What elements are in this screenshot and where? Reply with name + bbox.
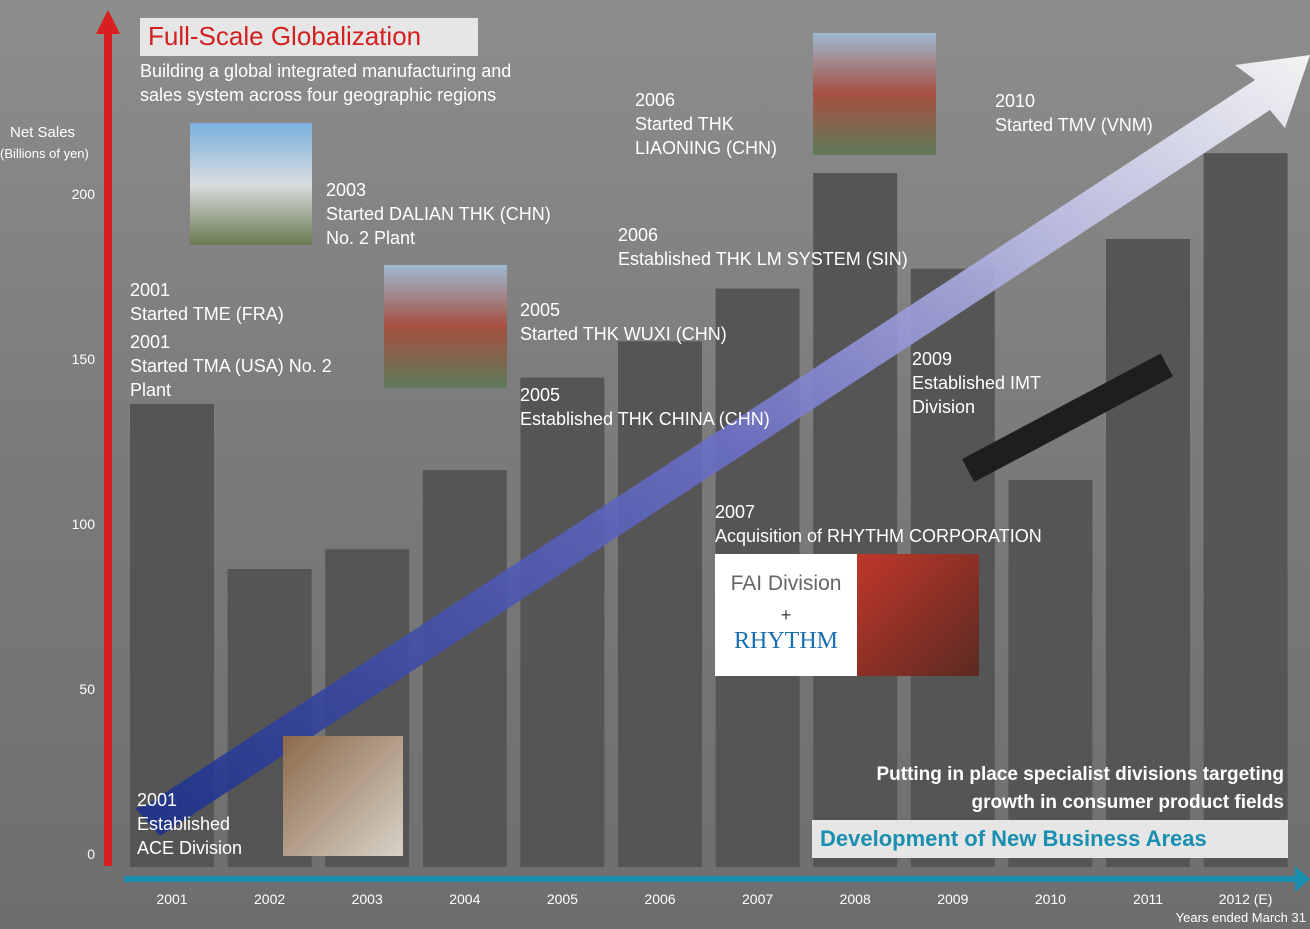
annotation-text: 2006 xyxy=(618,225,659,245)
annotation-text: 2001 xyxy=(130,332,171,352)
annotation-text: Started TME (FRA) xyxy=(130,304,284,324)
annotation-text: 2009 xyxy=(912,349,953,369)
photo xyxy=(857,554,979,676)
chart-title: Full-Scale Globalization xyxy=(148,21,422,51)
bar xyxy=(1203,153,1288,867)
bar xyxy=(618,341,702,867)
x-axis-arrowhead xyxy=(1295,866,1310,892)
annotation-text: Started THK WUXI (CHN) xyxy=(520,324,727,344)
annotation-text: 2010 xyxy=(995,91,1036,111)
x-tick-label: 2001 xyxy=(156,891,188,907)
photo xyxy=(190,123,312,245)
y-axis-arrowhead xyxy=(96,10,120,34)
new-business-title: Development of New Business Areas xyxy=(820,826,1207,851)
x-tick-label: 2009 xyxy=(937,891,969,907)
annotation-text: Established THK LM SYSTEM (SIN) xyxy=(618,249,908,269)
annotation-text: Started DALIAN THK (CHN) xyxy=(326,204,551,224)
logo-text: RHYTHM xyxy=(733,628,838,654)
subtitle: Building a global integrated manufacturi… xyxy=(140,61,512,81)
x-tick-label: 2007 xyxy=(742,891,774,907)
product-image xyxy=(962,353,1173,483)
annotation-text: Established xyxy=(137,814,231,834)
y-tick-label: 200 xyxy=(71,186,95,202)
y-tick-label: 0 xyxy=(87,846,95,862)
bar xyxy=(813,173,898,867)
new-business-text: growth in consumer product fields xyxy=(971,792,1284,813)
annotation-text: Established IMT xyxy=(912,373,1042,393)
annotation-text: 2003 xyxy=(326,180,367,200)
x-tick-label: 2004 xyxy=(449,891,481,907)
subtitle: sales system across four geographic regi… xyxy=(140,85,497,105)
x-tick-label: 2003 xyxy=(351,891,383,907)
x-tick-label: 2008 xyxy=(839,891,871,907)
y-axis-unit: (Billions of yen) xyxy=(0,146,89,161)
photo xyxy=(813,33,936,155)
photo xyxy=(384,265,507,388)
logo-box xyxy=(715,554,857,676)
x-tick-label: 2011 xyxy=(1132,891,1164,907)
annotation-text: Division xyxy=(912,397,976,417)
new-business-box xyxy=(812,820,1288,858)
logo-text: FAI Division xyxy=(730,572,842,595)
annotation-text: 2005 xyxy=(520,385,561,405)
annotation-text: ACE Division xyxy=(137,838,243,858)
photo xyxy=(283,736,403,856)
annotation-text: 2001 xyxy=(130,280,171,300)
x-axis-arrow xyxy=(124,876,1299,882)
bar xyxy=(1008,479,1093,867)
x-tick-label: 2010 xyxy=(1034,891,1066,907)
x-tick-label: 2002 xyxy=(254,891,286,907)
annotation-text: Started TMA (USA) No. 2 xyxy=(130,356,332,376)
annotation-text: Established THK CHINA (CHN) xyxy=(520,409,770,429)
x-tick-label: 2012 (E) xyxy=(1218,891,1273,907)
y-tick-label: 50 xyxy=(79,681,95,697)
annotation-text: 2007 xyxy=(715,502,756,522)
bar xyxy=(1106,239,1190,867)
y-tick-label: 100 xyxy=(71,516,95,532)
title-box xyxy=(140,18,478,56)
bar xyxy=(520,377,605,867)
x-tick-label: 2006 xyxy=(644,891,676,907)
logo-text: + xyxy=(780,605,792,625)
y-tick-label: 150 xyxy=(71,351,95,367)
annotation-text: 2001 xyxy=(137,790,178,810)
annotation-text: Acquisition of RHYTHM CORPORATION xyxy=(715,526,1042,546)
annotation-text: Plant xyxy=(130,380,172,400)
y-axis-arrow xyxy=(104,30,112,866)
new-business-text: Putting in place specialist divisions ta… xyxy=(876,764,1284,785)
annotation-text: 2005 xyxy=(520,300,561,320)
annotation-text: No. 2 Plant xyxy=(326,228,416,248)
annotation-text: LIAONING (CHN) xyxy=(635,138,778,158)
annotation-text: 2006 xyxy=(635,90,676,110)
y-axis-label: Net Sales xyxy=(10,124,76,141)
x-tick-label: 2005 xyxy=(546,891,578,907)
annotation-text: Started TMV (VNM) xyxy=(995,115,1153,135)
x-axis-label: Years ended March 31 xyxy=(1175,910,1306,925)
bar xyxy=(422,470,507,867)
growth-arrow xyxy=(135,55,1310,836)
annotation-text: Started THK xyxy=(635,114,734,134)
